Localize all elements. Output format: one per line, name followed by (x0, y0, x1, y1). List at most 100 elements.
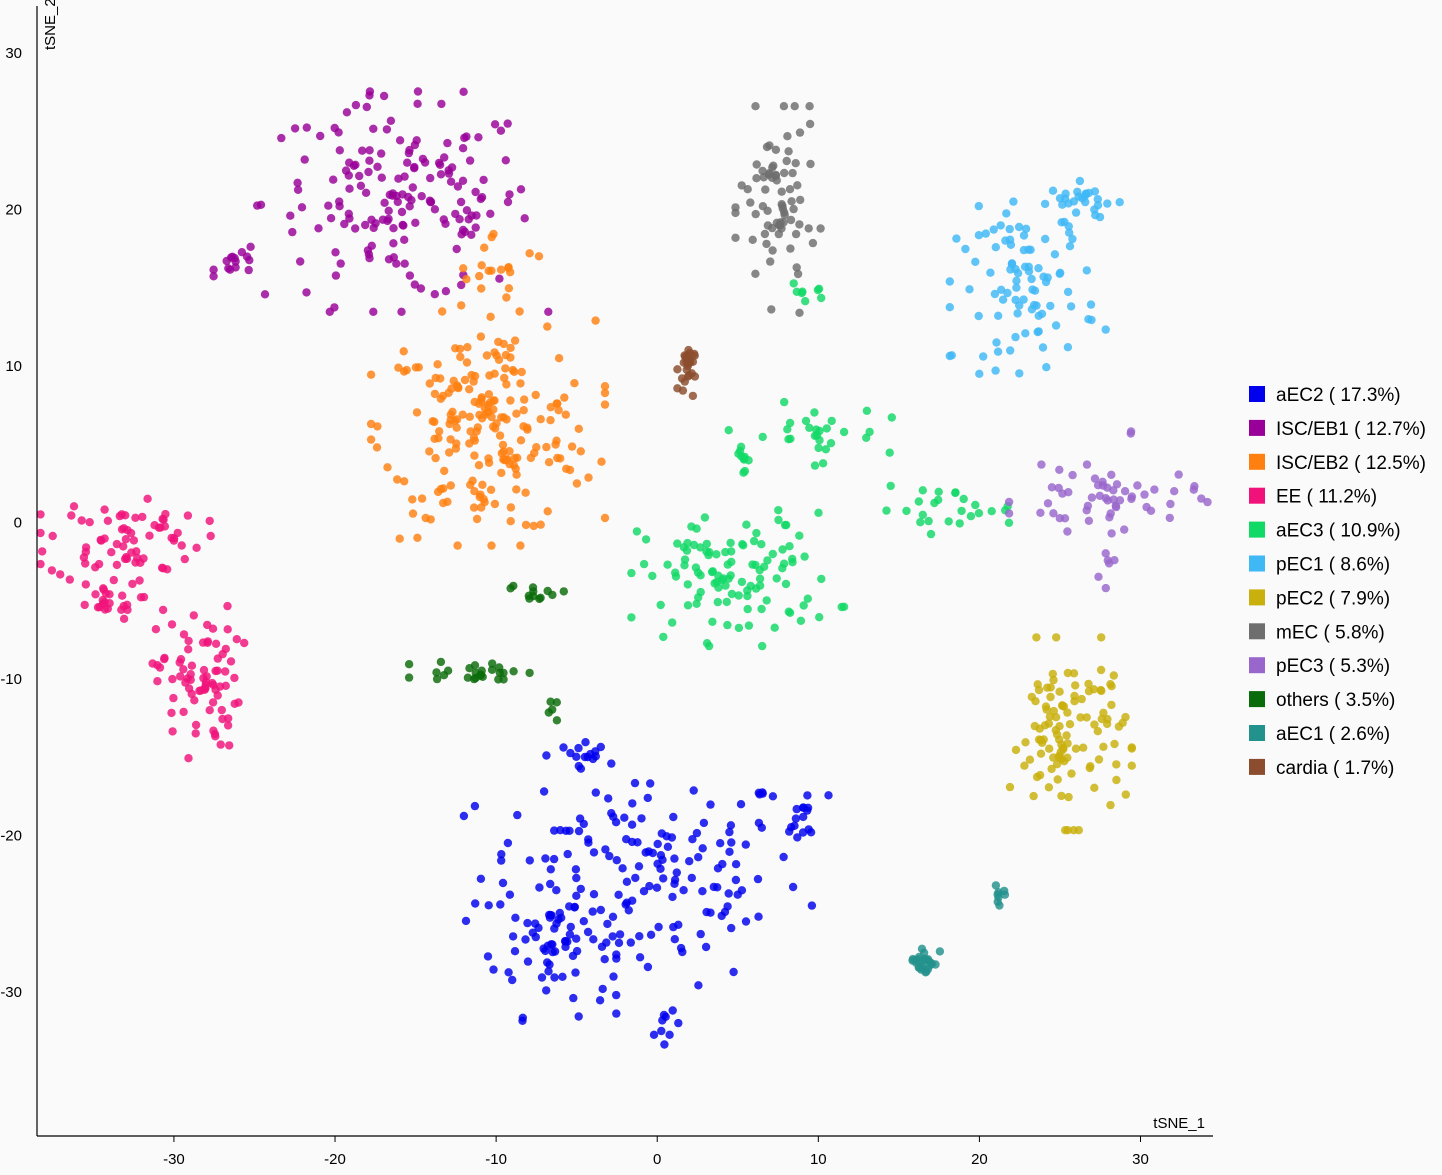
data-point (242, 252, 252, 261)
data-point (696, 571, 705, 580)
data-point (167, 620, 177, 629)
data-point (508, 932, 518, 941)
data-point (430, 205, 440, 214)
data-point (975, 369, 984, 378)
data-point (191, 729, 200, 738)
data-point (160, 522, 170, 531)
data-point (989, 225, 998, 234)
data-point (1005, 782, 1015, 792)
data-point (453, 382, 463, 392)
data-point (1074, 826, 1084, 835)
data-point (474, 461, 484, 470)
data-point (498, 440, 508, 450)
data-point (752, 160, 761, 169)
data-point (566, 922, 575, 932)
data-point (1115, 198, 1124, 207)
data-point (1121, 790, 1131, 799)
data-point (1011, 295, 1020, 305)
legend-swatch (1249, 758, 1265, 775)
data-point (122, 554, 132, 563)
data-point (209, 265, 218, 274)
data-point (771, 145, 781, 154)
data-point (683, 538, 692, 548)
data-point (496, 265, 506, 274)
data-point (438, 391, 448, 401)
data-point (476, 874, 486, 883)
data-point (902, 506, 911, 516)
data-point (782, 520, 791, 530)
data-point (277, 133, 286, 143)
data-point (992, 338, 1001, 347)
data-point (1063, 708, 1072, 717)
data-point (777, 187, 786, 196)
data-point (399, 367, 409, 376)
data-point (731, 233, 740, 242)
data-point (206, 531, 215, 541)
data-point (168, 727, 177, 736)
data-point (698, 844, 707, 853)
data-point (657, 1026, 666, 1036)
data-point (510, 947, 520, 956)
data-point (437, 99, 446, 109)
data-point (1055, 514, 1065, 523)
data-point (340, 219, 349, 229)
data-point (672, 868, 681, 877)
data-point (721, 581, 730, 590)
data-point (760, 229, 770, 239)
data-point (436, 657, 446, 667)
series-pec3 (1004, 427, 1212, 593)
data-point (184, 754, 193, 763)
data-point (654, 922, 663, 932)
data-point (786, 244, 795, 253)
data-point (536, 520, 545, 529)
data-point (211, 639, 221, 648)
data-point (189, 611, 198, 620)
data-point (608, 932, 617, 941)
data-point (759, 173, 768, 182)
data-point (366, 370, 376, 379)
data-point (455, 215, 464, 224)
data-point (1097, 686, 1106, 696)
data-point (1101, 494, 1111, 503)
data-point (552, 919, 561, 928)
data-point (685, 857, 694, 866)
data-point (1041, 234, 1050, 244)
data-point (731, 875, 741, 885)
data-point (727, 838, 736, 847)
data-point (627, 613, 636, 622)
data-point (1197, 494, 1206, 503)
data-point (561, 937, 570, 946)
data-point (366, 435, 376, 444)
data-point (371, 219, 380, 228)
data-point (1086, 762, 1095, 771)
data-point (456, 352, 465, 362)
data-point (746, 198, 755, 207)
data-point (791, 229, 801, 239)
data-point (445, 419, 454, 429)
data-point (290, 124, 300, 133)
legend-item: ISC/EB2 ( 12.5%) (1249, 453, 1426, 474)
data-point (443, 497, 452, 506)
data-point (412, 408, 422, 417)
data-point (1051, 321, 1061, 330)
data-point (492, 351, 501, 360)
data-point (653, 859, 662, 868)
data-point (788, 882, 798, 892)
data-point (542, 986, 551, 995)
data-point (471, 899, 480, 908)
data-point (541, 854, 550, 863)
data-point (231, 263, 240, 272)
data-point (408, 509, 418, 518)
data-point (369, 307, 378, 316)
data-point (544, 458, 554, 467)
data-point (1029, 300, 1039, 310)
data-point (143, 494, 152, 503)
data-point (1011, 745, 1021, 755)
data-point (1107, 529, 1116, 538)
series-aec2 (459, 738, 833, 1049)
data-point (121, 535, 131, 544)
data-point (525, 249, 534, 258)
data-point (119, 524, 129, 533)
data-point (665, 1030, 674, 1040)
series-mec (731, 102, 825, 317)
